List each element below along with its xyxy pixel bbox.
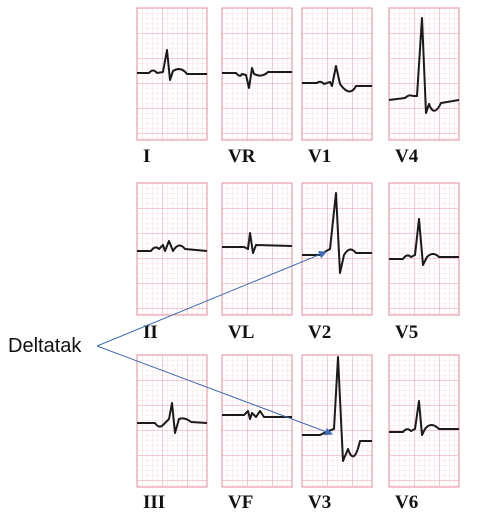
ecg-trace [222,410,292,420]
ecg-trace [222,67,292,89]
ecg-panel [136,7,208,141]
annotation-label: Deltatak [8,335,82,357]
ecg-panel [301,354,373,488]
lead-label: VL [228,322,254,343]
lead-label: V6 [395,492,418,513]
ecg-grid [388,182,460,316]
ecg-trace [389,400,459,436]
ecg-grid [221,182,293,316]
lead-label: V5 [395,322,418,343]
ecg-panel [388,182,460,316]
ecg-panel [301,7,373,141]
panels: I VR V1 V4 II VL V2 V5 III VF V3 V6 [136,7,460,513]
lead-label: V1 [308,146,331,167]
ecg-panel [136,182,208,316]
ecg-panel [221,354,293,488]
ecg-panel [221,182,293,316]
ecg-trace [137,240,208,252]
ecg-panel [388,7,460,141]
arrow [96,250,327,347]
lead-label: V3 [308,492,331,513]
ecg-trace [388,17,460,114]
lead-label: II [143,322,158,343]
lead-label: VR [228,146,256,167]
ecg-trace [222,232,293,254]
ecg-panel [301,182,373,316]
ecg-panel [136,354,208,488]
ecg-trace [302,65,372,93]
ecg-grid [221,354,293,488]
lead-label: I [143,146,150,167]
ecg-grid [136,354,208,488]
lead-label: V4 [395,146,419,167]
lead-label: III [143,492,165,513]
ecg-trace [137,49,207,81]
lead-label: VF [228,492,253,513]
ecg-trace [389,218,459,266]
arrow [96,345,333,436]
ecg-trace [137,402,208,434]
ecg-panel [221,7,293,141]
ecg-grid [388,354,460,488]
ecg-panel [388,354,460,488]
lead-label: V2 [308,322,331,343]
